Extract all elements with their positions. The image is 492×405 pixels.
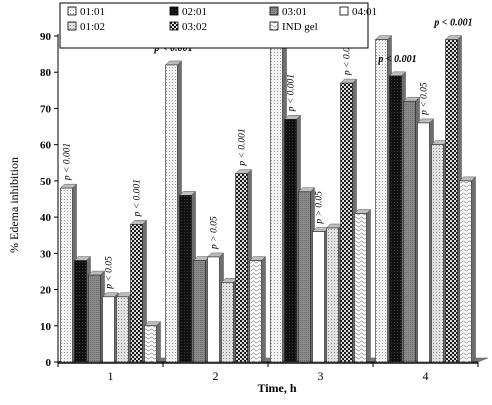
bar (193, 260, 206, 363)
bars (60, 35, 476, 363)
p-value-label: p < 0.001 (377, 54, 416, 65)
y-tick-label: 10 (40, 321, 52, 333)
bar (445, 39, 458, 363)
p-value-label: p < 0.05 (105, 256, 115, 290)
y-tick-label: 70 (40, 103, 52, 115)
y-tick-label: 60 (40, 140, 52, 152)
y-tick-label: 30 (40, 248, 52, 260)
bar-side (261, 256, 266, 363)
p-value-label: p > 0.05 (315, 191, 325, 225)
p-value-label: p < 0.001 (287, 74, 297, 112)
bar (326, 227, 339, 363)
p-value-label: p < 0.001 (238, 128, 248, 166)
y-tick-label: 50 (40, 176, 52, 188)
x-tick-label: 3 (318, 369, 324, 383)
bar (417, 122, 430, 363)
legend-swatch (67, 21, 77, 31)
bar (88, 274, 101, 363)
legend-label: 04:01 (352, 6, 377, 18)
x-tick-label: 2 (213, 369, 219, 383)
bar (389, 75, 402, 363)
y-axis-label: % Edema inhibition (7, 157, 21, 253)
bar (354, 213, 367, 363)
bar (459, 180, 472, 363)
p-value-label: p < 0.05 (420, 82, 430, 116)
bar (284, 119, 297, 363)
y-tick-label: 0 (46, 357, 52, 369)
bar-side (471, 176, 476, 363)
p-value-label: p < 0.001 (63, 143, 73, 181)
x-tick-label: 1 (108, 369, 114, 383)
y-tick-label: 40 (40, 212, 52, 224)
bar (60, 187, 73, 363)
x-axis-label: Time, h (257, 381, 296, 395)
p-value-label: p < 0.001 (133, 179, 143, 217)
legend-swatch (269, 21, 279, 31)
legend-label: 01:02 (80, 21, 105, 33)
bar (270, 46, 283, 363)
p-value-label: p > 0.05 (210, 216, 220, 250)
legend-swatch (67, 6, 77, 16)
bar (165, 64, 178, 363)
bar (312, 231, 325, 363)
legend-swatch (169, 21, 179, 31)
bar (249, 260, 262, 363)
legend-swatch (339, 6, 349, 16)
legend-label: 03:02 (182, 21, 207, 33)
legend-label: 01:01 (80, 6, 105, 18)
legend-swatch (169, 6, 179, 16)
y-tick-label: 20 (40, 285, 52, 297)
bar (116, 296, 129, 363)
bar (207, 256, 220, 363)
bar (130, 224, 143, 363)
bar (298, 191, 311, 363)
bar (403, 100, 416, 363)
legend: 01:01 02:01 03:01 04:01 01:02 03:02 IND gel (59, 2, 377, 49)
bar (102, 296, 115, 363)
x-tick-label: 4 (423, 369, 429, 383)
legend-swatch (269, 6, 279, 16)
p-value-label: p < 0.001 (343, 38, 353, 76)
bar (340, 82, 353, 363)
p-value-label: p < 0.001 (433, 18, 472, 29)
bar (375, 39, 388, 363)
legend-label: IND gel (282, 21, 318, 33)
y-tick-label: 80 (40, 67, 52, 79)
legend-label: 02:01 (182, 6, 207, 18)
bar (431, 144, 444, 363)
bar-side (156, 321, 161, 363)
bar-side (366, 209, 371, 363)
bar (74, 260, 87, 363)
legend-box (59, 2, 369, 49)
bar (221, 282, 234, 363)
y-tick-label: 90 (40, 31, 52, 43)
bar (144, 325, 157, 363)
bar (235, 173, 248, 363)
legend-label: 03:01 (282, 6, 307, 18)
bar (179, 195, 192, 363)
